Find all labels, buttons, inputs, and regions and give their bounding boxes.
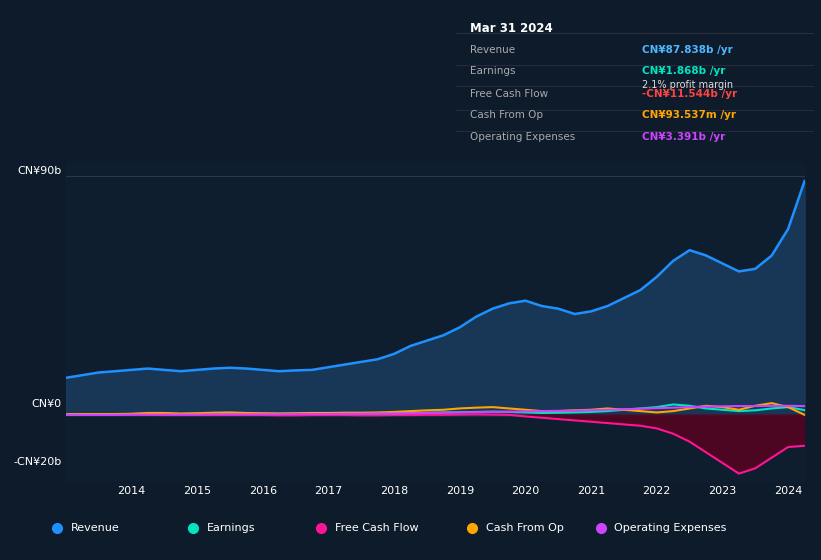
- Text: CN¥93.537m /yr: CN¥93.537m /yr: [642, 110, 736, 120]
- Text: Revenue: Revenue: [470, 45, 515, 55]
- Text: Earnings: Earnings: [207, 523, 255, 533]
- Text: Operating Expenses: Operating Expenses: [470, 132, 576, 142]
- Text: -CN¥20b: -CN¥20b: [13, 457, 62, 467]
- Text: Mar 31 2024: Mar 31 2024: [470, 22, 553, 35]
- Text: Earnings: Earnings: [470, 66, 516, 76]
- Text: CN¥3.391b /yr: CN¥3.391b /yr: [642, 132, 726, 142]
- Text: CN¥90b: CN¥90b: [17, 166, 62, 176]
- Text: 2.1% profit margin: 2.1% profit margin: [642, 81, 733, 90]
- Text: CN¥1.868b /yr: CN¥1.868b /yr: [642, 66, 726, 76]
- Text: CN¥87.838b /yr: CN¥87.838b /yr: [642, 45, 733, 55]
- Text: -CN¥11.544b /yr: -CN¥11.544b /yr: [642, 89, 737, 99]
- Text: Free Cash Flow: Free Cash Flow: [335, 523, 419, 533]
- Text: Cash From Op: Cash From Op: [486, 523, 564, 533]
- Text: Operating Expenses: Operating Expenses: [614, 523, 727, 533]
- Text: Revenue: Revenue: [71, 523, 119, 533]
- Text: CN¥0: CN¥0: [31, 399, 62, 409]
- Text: Cash From Op: Cash From Op: [470, 110, 543, 120]
- Text: Free Cash Flow: Free Cash Flow: [470, 89, 548, 99]
